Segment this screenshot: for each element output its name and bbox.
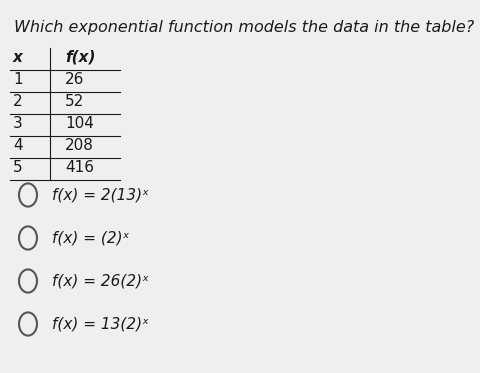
Text: Which exponential function models the data in the table?: Which exponential function models the da…: [14, 20, 474, 35]
Text: f(x) = 13(2)ˣ: f(x) = 13(2)ˣ: [52, 317, 149, 332]
Text: x: x: [13, 50, 23, 65]
Text: 416: 416: [65, 160, 94, 175]
Text: f(x) = 26(2)ˣ: f(x) = 26(2)ˣ: [52, 273, 149, 288]
Text: 26: 26: [65, 72, 84, 87]
Text: 1: 1: [13, 72, 23, 87]
Text: 2: 2: [13, 94, 23, 109]
Text: 3: 3: [13, 116, 23, 131]
Text: 4: 4: [13, 138, 23, 153]
Text: f(x): f(x): [65, 50, 96, 65]
Text: 5: 5: [13, 160, 23, 175]
Text: 104: 104: [65, 116, 94, 131]
Text: f(x) = 2(13)ˣ: f(x) = 2(13)ˣ: [52, 188, 149, 203]
Text: f(x) = (2)ˣ: f(x) = (2)ˣ: [52, 231, 130, 245]
Text: 208: 208: [65, 138, 94, 153]
Text: 52: 52: [65, 94, 84, 109]
